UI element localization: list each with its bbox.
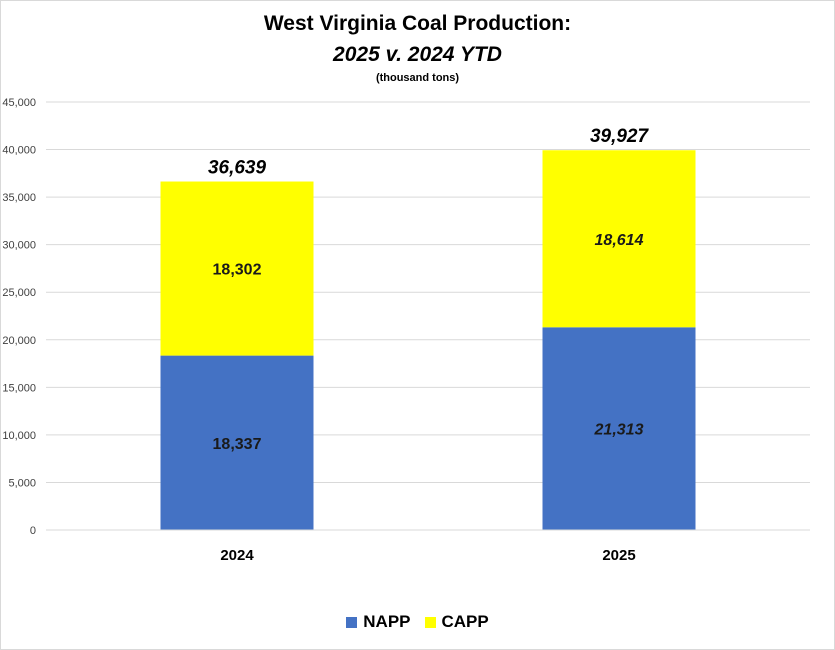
bar-napp-2024[interactable]	[160, 355, 314, 530]
legend-label-napp: NAPP	[363, 612, 411, 631]
legend-label-capp: CAPP	[441, 612, 489, 631]
y-tick-label-35000: 35,000	[2, 192, 36, 204]
total-label-2025: 39,927	[590, 126, 650, 147]
legend-item-napp[interactable]: NAPP	[346, 612, 411, 632]
x-tick-label-2024: 2024	[220, 547, 254, 564]
y-tick-label-15000: 15,000	[2, 382, 36, 394]
chart-subtitle: (thousand tons)	[375, 72, 460, 84]
data-label-napp-2025: 21,313	[594, 422, 644, 439]
y-tick-label-45000: 45,000	[2, 97, 36, 109]
y-tick-label-30000: 30,000	[2, 240, 36, 252]
data-label-capp-2024: 18,302	[213, 262, 262, 279]
y-tick-label-40000: 40,000	[2, 145, 36, 157]
chart-title: West Virginia Coal Production:	[263, 12, 572, 35]
bar-napp-2025[interactable]	[542, 327, 696, 530]
bar-capp-2024[interactable]	[160, 181, 314, 356]
data-label-napp-2024: 18,337	[213, 436, 262, 453]
x-tick-label-2025: 2025	[602, 547, 635, 564]
total-label-2024: 36,639	[208, 158, 267, 179]
y-tick-label-5000: 5,000	[8, 477, 36, 489]
y-tick-label-25000: 25,000	[2, 287, 36, 299]
chart-title-line2: 2025 v. 2024 YTD	[333, 43, 502, 66]
legend: NAPP CAPP	[0, 612, 835, 632]
bar-capp-2025[interactable]	[542, 150, 696, 328]
y-tick-label-20000: 20,000	[2, 335, 36, 347]
legend-swatch-napp	[346, 616, 358, 628]
y-tick-label-10000: 10,000	[2, 430, 36, 442]
legend-item-capp[interactable]: CAPP	[424, 612, 489, 632]
y-tick-label-0: 0	[30, 525, 36, 537]
data-label-capp-2025: 18,614	[595, 232, 644, 249]
legend-swatch-capp	[424, 616, 436, 628]
